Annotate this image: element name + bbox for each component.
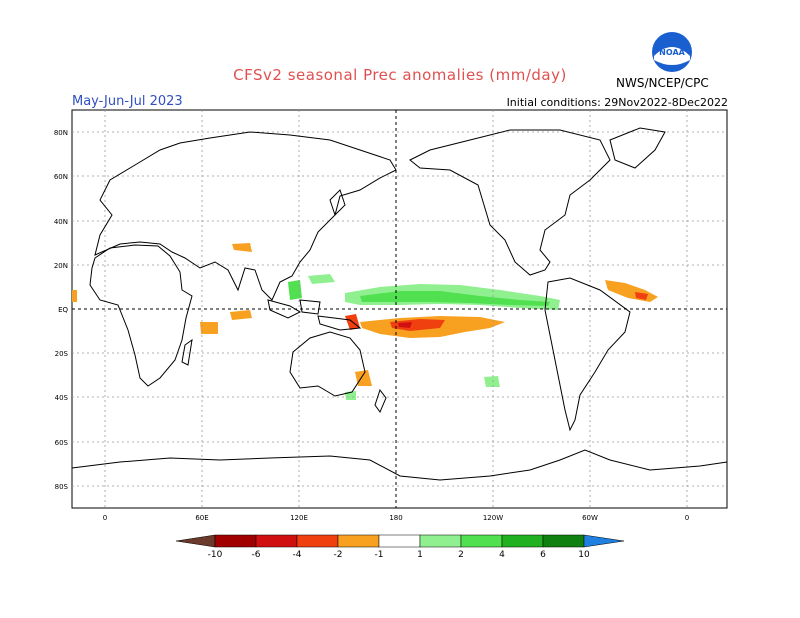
lat-label: 80S [55,483,69,491]
legend-labels: -10 -6 -4 -2 -1 1 2 4 6 10 [208,550,590,560]
legend-swatch-m4-m2 [296,534,339,548]
legend-label: 4 [499,550,505,560]
lat-label: 60N [54,173,68,181]
coastline-japan [329,189,346,216]
legend-label: -6 [252,550,261,560]
legend-label: -4 [293,550,302,560]
coastlines [71,127,728,481]
lon-label: 120E [290,514,308,522]
lon-label: 120W [483,514,503,522]
noaa-logo-text: NOAA [659,48,685,57]
lat-label: 60S [55,439,69,447]
positive-anomaly-equatorial-pacific-core [360,291,550,306]
negative-anomaly-tropical-atlantic-core [635,292,648,300]
negative-anomaly-west-africa-edge [72,290,77,302]
negative-anomaly-south-asia [232,243,252,252]
agency-label: NWS/NCEP/CPC [616,76,709,90]
lon-label: 0 [103,514,107,522]
legend-swatch-p6-p10 [542,534,585,548]
legend-swatch-neutral [378,534,421,548]
legend-swatch-lt-m10 [175,534,216,548]
lat-label: 20S [55,350,69,358]
legend-label: 1 [417,550,423,560]
map-title: CFSv2 seasonal Prec anomalies (mm/day) [233,66,567,84]
legend-swatch-p1-p2 [419,534,462,548]
map-gridlines [72,110,727,508]
coastline-eurasia [94,131,397,301]
coastline-madagascar [181,338,193,366]
coastline-antarctica [71,449,728,481]
latitude-labels: 80N 60N 40N 20N EQ 20S 40S 60S 80S [54,129,69,491]
coastline-maritime-continent [267,299,362,331]
lon-label: 60W [582,514,598,522]
legend-label: -10 [208,550,223,560]
coastline-greenland [609,127,666,169]
negative-anomaly-indian-ocean [200,322,218,334]
lat-label: 40N [54,218,68,226]
longitude-labels: 0 60E 120E 180 120W 60W 0 [103,514,689,522]
positive-anomaly-south-pacific [484,376,500,387]
legend-label: -1 [375,550,384,560]
negative-anomaly-east-australia [355,370,372,386]
legend-swatch-m10-m6 [214,534,257,548]
season-label: May-Jun-Jul 2023 [72,94,183,109]
coastline-new-zealand [374,388,387,414]
lat-label: 20N [54,262,68,270]
lon-label: 0 [685,514,689,522]
negative-anomaly-south-pacific-peak [398,322,412,328]
lat-label: 40S [55,394,69,402]
lon-label: 180 [389,514,402,522]
coastline-australia [289,331,366,397]
legend-swatch-m6-m4 [255,534,298,548]
lon-label: 60E [195,514,208,522]
legend-swatch-gt-p10 [583,534,625,548]
legend-label: 10 [578,550,590,560]
initial-conditions-label: Initial conditions: 29Nov2022-8Dec2022 [506,96,728,109]
coastline-africa [89,244,193,387]
legend-swatch-m2-m1 [337,534,380,548]
coastline-north-america [409,129,611,276]
lat-label: EQ [58,306,68,314]
legend-swatch-p2-p4 [460,534,503,548]
negative-anomaly-indian-ocean-east [230,310,252,320]
lat-label: 80N [54,129,68,137]
legend-swatch-p4-p6 [501,534,544,548]
coastline-south-america [544,277,631,432]
noaa-logo-icon: NOAA [652,32,692,72]
positive-anomaly-south-china-sea [288,280,302,300]
legend-label: 6 [540,550,546,560]
legend-label: 2 [458,550,464,560]
positive-anomaly-west-pacific [308,274,335,284]
legend-label: -2 [334,550,343,560]
negative-anomaly-south-pacific-core [390,319,445,331]
